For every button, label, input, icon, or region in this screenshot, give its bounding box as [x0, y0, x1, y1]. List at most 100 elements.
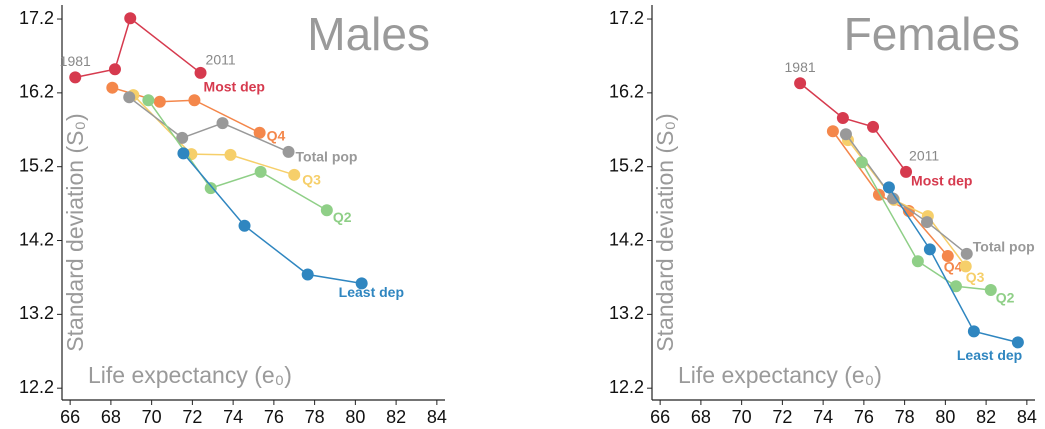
x-tick-label: 80: [345, 407, 365, 427]
data-point: [960, 247, 973, 260]
series-line: [128, 96, 289, 153]
x-tick-label: 66: [650, 407, 670, 427]
x-tick-label: 80: [935, 407, 955, 427]
x-tick-label: 66: [60, 407, 80, 427]
x-axis-label: Life expectancy (e₀): [678, 362, 882, 388]
y-tick-label: 16.2: [609, 82, 644, 102]
x-tick-label: 72: [772, 407, 792, 427]
x-tick-label: 78: [305, 407, 325, 427]
series-line: [845, 133, 968, 255]
data-point: [176, 131, 189, 144]
series-line: [75, 17, 201, 79]
data-point: [288, 168, 301, 181]
year-annotation: 2011: [909, 148, 939, 164]
year-annotation: 2011: [206, 52, 236, 68]
year-annotation: 1981: [60, 53, 91, 69]
data-point: [921, 216, 934, 229]
data-point: [194, 66, 207, 79]
y-tick-label: 15.2: [609, 155, 644, 175]
data-point: [911, 255, 924, 268]
data-point: [177, 147, 190, 160]
data-point: [836, 111, 849, 124]
series-label: Q4: [944, 259, 963, 275]
data-point: [887, 192, 900, 205]
series-line: [888, 186, 1019, 344]
data-point: [188, 94, 201, 107]
y-tick-label: 13.2: [609, 303, 644, 323]
series-label: Total pop: [973, 239, 1035, 255]
data-point: [355, 277, 368, 290]
series-label: Least dep: [957, 347, 1022, 363]
chart-title: Males: [307, 8, 430, 60]
data-point: [959, 260, 972, 273]
year-annotation: 1981: [785, 59, 816, 75]
series-label: Q2: [333, 209, 352, 225]
data-point: [967, 325, 980, 338]
y-tick-label: 15.2: [19, 155, 54, 175]
x-tick-label: 68: [101, 407, 121, 427]
series-label: Q3: [966, 269, 985, 285]
data-point: [254, 165, 267, 178]
x-axis-label: Life expectancy (e₀): [88, 362, 292, 388]
y-tick-label: 12.2: [609, 377, 644, 397]
data-point: [949, 280, 962, 293]
x-tick-label: 82: [386, 407, 406, 427]
x-tick-label: 74: [813, 407, 833, 427]
series-line: [182, 152, 362, 285]
y-tick-label: 17.2: [19, 8, 54, 28]
data-point: [1011, 336, 1024, 349]
x-tick-label: 84: [427, 407, 447, 427]
x-tick-label: 70: [142, 407, 162, 427]
series-label: Q2: [996, 290, 1015, 306]
data-point: [941, 250, 954, 263]
series-label: Least dep: [339, 284, 404, 300]
series-line: [847, 139, 967, 267]
data-point: [224, 148, 237, 161]
data-point: [882, 181, 895, 194]
x-tick-label: 78: [895, 407, 915, 427]
x-tick-label: 76: [264, 407, 284, 427]
x-tick-label: 84: [1017, 407, 1037, 427]
data-point: [855, 156, 868, 169]
x-tick-label: 82: [976, 407, 996, 427]
x-tick-label: 68: [691, 407, 711, 427]
data-point: [867, 120, 880, 133]
data-point: [69, 71, 82, 84]
data-point: [216, 117, 229, 130]
series-label: Most dep: [911, 173, 972, 189]
series-line: [861, 161, 991, 291]
series-line: [799, 82, 907, 173]
data-point: [282, 145, 295, 158]
y-tick-label: 14.2: [609, 229, 644, 249]
x-tick-label: 72: [182, 407, 202, 427]
y-axis-label: Standard deviation (S₀): [62, 113, 88, 351]
data-point: [923, 243, 936, 256]
y-tick-label: 16.2: [19, 82, 54, 102]
series-label: Total pop: [296, 149, 358, 165]
data-point: [301, 268, 314, 281]
data-point: [123, 91, 136, 104]
data-point: [238, 219, 251, 232]
data-point: [900, 165, 913, 178]
series-line: [147, 99, 328, 211]
series-label: Q3: [302, 172, 321, 188]
data-point: [106, 81, 119, 94]
data-point: [320, 204, 333, 217]
data-point: [142, 94, 155, 107]
y-tick-label: 12.2: [19, 377, 54, 397]
data-point: [826, 125, 839, 138]
x-tick-label: 70: [732, 407, 752, 427]
data-point: [253, 126, 266, 139]
chart-title: Females: [844, 8, 1020, 60]
y-axis-label: Standard deviation (S₀): [652, 113, 678, 351]
x-tick-label: 76: [854, 407, 874, 427]
data-point: [153, 95, 166, 108]
data-point: [839, 128, 852, 141]
data-point: [984, 283, 997, 296]
data-point: [794, 77, 807, 90]
y-tick-label: 17.2: [609, 8, 644, 28]
x-tick-label: 74: [223, 407, 243, 427]
y-tick-label: 14.2: [19, 229, 54, 249]
series-line: [132, 94, 295, 176]
